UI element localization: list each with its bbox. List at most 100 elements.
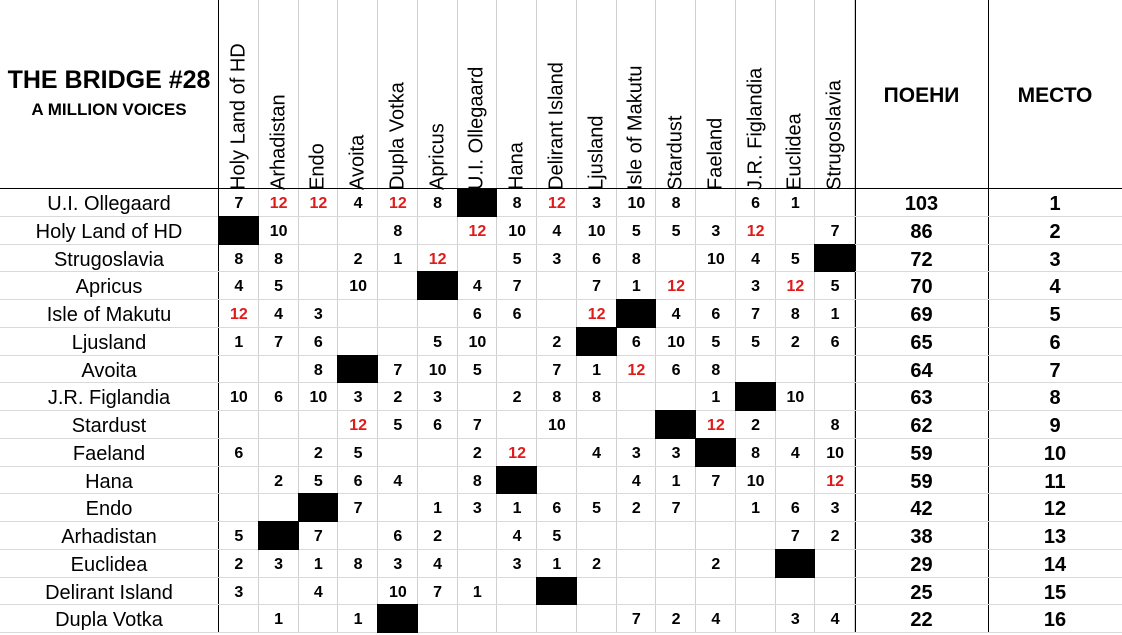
self-vote-block <box>456 188 498 217</box>
grid-line-vertical <box>576 0 577 633</box>
vote-cell: 1 <box>512 500 522 518</box>
vote-cell: 3 <box>512 555 522 573</box>
voter-column-header: Isle of Makutu <box>617 6 657 190</box>
vote-cell: 2 <box>353 250 363 268</box>
vote-cell: 10 <box>627 195 646 212</box>
vote-cell: 6 <box>472 306 482 323</box>
vote-cell: 12 <box>786 278 805 296</box>
country-name: Holy Land of HD <box>35 220 183 243</box>
vote-cell: 4 <box>751 250 761 268</box>
vote-cell: 12 <box>826 472 845 490</box>
total-points: 70 <box>910 276 933 299</box>
vote-cell: 10 <box>309 389 328 407</box>
grid-line-horizontal <box>0 188 1122 189</box>
self-vote-block <box>774 548 816 578</box>
grid-line-vertical <box>735 0 736 633</box>
total-points: 103 <box>904 193 939 215</box>
grid-line-horizontal <box>0 299 1122 300</box>
vote-cell: 6 <box>433 417 443 434</box>
vote-cell: 8 <box>274 250 284 268</box>
self-vote-block <box>575 326 617 356</box>
voter-name: Delirant Island <box>545 62 568 190</box>
vote-cell: 7 <box>751 306 761 323</box>
country-name: Delirant Island <box>45 581 173 604</box>
vote-cell: 4 <box>631 472 641 490</box>
vote-cell: 7 <box>234 195 244 212</box>
vote-cell: 1 <box>472 583 482 601</box>
vote-cell: 12 <box>388 195 407 212</box>
vote-cell: 10 <box>667 333 686 351</box>
vote-cell: 4 <box>671 306 681 323</box>
vote-cell: 5 <box>631 222 641 240</box>
vote-cell: 12 <box>706 417 725 434</box>
vote-cell: 7 <box>433 583 443 601</box>
vote-cell: 4 <box>313 583 323 601</box>
vote-cell: 12 <box>428 250 447 268</box>
total-points: 86 <box>910 220 933 243</box>
final-place: 3 <box>1049 248 1061 271</box>
vote-cell: 3 <box>790 611 800 629</box>
voter-name: Strugoslavia <box>823 79 846 190</box>
grid-line-vertical <box>298 0 299 633</box>
vote-cell: 5 <box>433 333 443 351</box>
vote-cell: 7 <box>274 333 284 351</box>
contest-subtitle: A MILLION VOICES <box>31 100 187 119</box>
voter-column-header: Hana <box>497 6 537 190</box>
voter-name: Euclidea <box>783 113 806 190</box>
final-place: 14 <box>1043 553 1067 576</box>
vote-cell: 5 <box>790 250 800 268</box>
vote-cell: 2 <box>671 611 681 629</box>
vote-cell: 2 <box>472 444 482 462</box>
grid-line-horizontal <box>0 355 1122 356</box>
vote-cell: 5 <box>552 528 562 545</box>
country-name: Avoita <box>81 359 137 382</box>
vote-cell: 5 <box>830 278 840 296</box>
self-vote-block <box>297 493 339 522</box>
grid-line-horizontal <box>0 493 1122 494</box>
country-name: Euclidea <box>70 553 148 576</box>
vote-cell: 5 <box>393 417 403 434</box>
final-place: 2 <box>1049 220 1061 243</box>
vote-cell: 8 <box>631 250 641 268</box>
grid-line-vertical-dark <box>855 0 856 633</box>
total-points: 38 <box>910 526 933 548</box>
vote-cell: 4 <box>552 222 562 240</box>
vote-cell: 4 <box>512 528 522 545</box>
grid-line-vertical <box>496 0 497 633</box>
vote-cell: 3 <box>751 278 761 296</box>
vote-cell: 10 <box>706 250 725 268</box>
vote-cell: 8 <box>393 222 403 240</box>
final-place: 13 <box>1043 526 1067 548</box>
vote-cell: 12 <box>269 195 288 212</box>
self-vote-block <box>218 215 259 245</box>
vote-cell: 2 <box>711 555 721 573</box>
vote-cell: 5 <box>313 472 323 490</box>
vote-cell: 12 <box>508 444 527 462</box>
vote-cell: 3 <box>711 222 721 240</box>
grid-line-horizontal <box>0 244 1122 245</box>
voter-column-header: Ljusland <box>577 6 617 190</box>
total-points: 59 <box>910 470 933 493</box>
vote-cell: 10 <box>269 222 288 240</box>
total-points: 72 <box>910 248 933 271</box>
final-place: 1 <box>1049 193 1061 215</box>
voter-column-header: Apricus <box>418 6 458 190</box>
total-points: 69 <box>910 304 933 326</box>
voter-name: Dupla Votka <box>386 82 409 190</box>
voter-column-header: Faeland <box>696 6 736 190</box>
vote-cell: 3 <box>552 250 562 268</box>
vote-cell: 12 <box>547 195 566 212</box>
vote-cell: 5 <box>353 444 363 462</box>
vote-cell: 6 <box>234 444 244 462</box>
vote-cell: 5 <box>592 500 602 518</box>
vote-cell: 10 <box>428 361 447 379</box>
final-place: 16 <box>1043 609 1067 632</box>
vote-cell: 6 <box>393 528 403 545</box>
voter-name: Apricus <box>426 123 449 190</box>
grid-line-vertical <box>854 0 855 633</box>
voter-column-header: Delirant Island <box>537 6 577 190</box>
vote-cell: 1 <box>274 611 284 629</box>
vote-cell: 1 <box>790 195 800 212</box>
country-name: J.R. Figlandia <box>47 387 171 410</box>
